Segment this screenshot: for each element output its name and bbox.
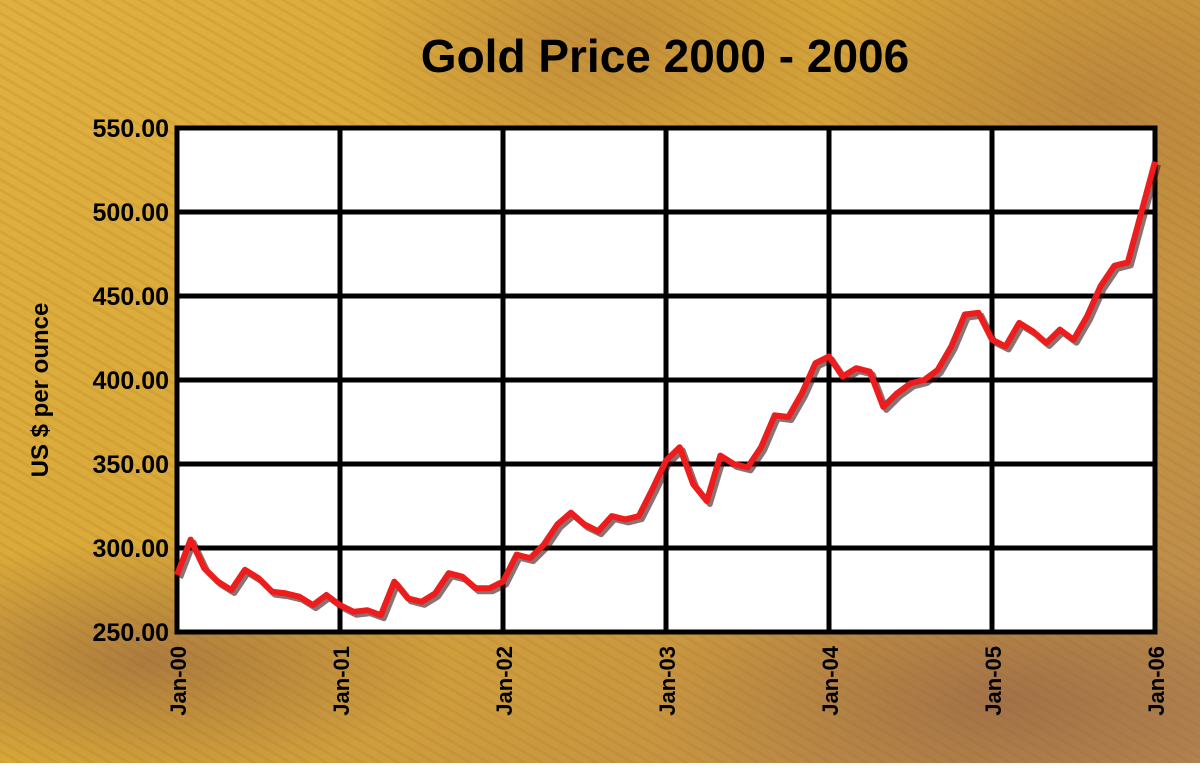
y-tick-label: 450.00 <box>93 283 169 311</box>
x-tick-label: Jan-02 <box>492 646 517 716</box>
y-tick-label: 300.00 <box>93 535 169 563</box>
x-tick-label: Jan-06 <box>1144 646 1169 716</box>
x-tick-label: Jan-04 <box>818 645 843 715</box>
price-line <box>174 160 1158 619</box>
y-tick-label: 350.00 <box>93 451 169 479</box>
x-tick-label: Jan-00 <box>166 646 191 716</box>
y-tick-label: 550.00 <box>93 115 169 143</box>
y-axis-label: US $ per ounce <box>27 303 54 478</box>
x-tick-label: Jan-03 <box>655 646 680 716</box>
y-tick-label: 500.00 <box>93 199 169 227</box>
x-tick-label: Jan-01 <box>329 646 354 716</box>
plot-border <box>174 125 1158 635</box>
y-tick-label: 400.00 <box>93 367 169 395</box>
x-tick-label: Jan-05 <box>981 646 1006 716</box>
y-tick-label: 250.00 <box>93 619 169 647</box>
chart-title: Gold Price 2000 - 2006 <box>421 30 909 82</box>
